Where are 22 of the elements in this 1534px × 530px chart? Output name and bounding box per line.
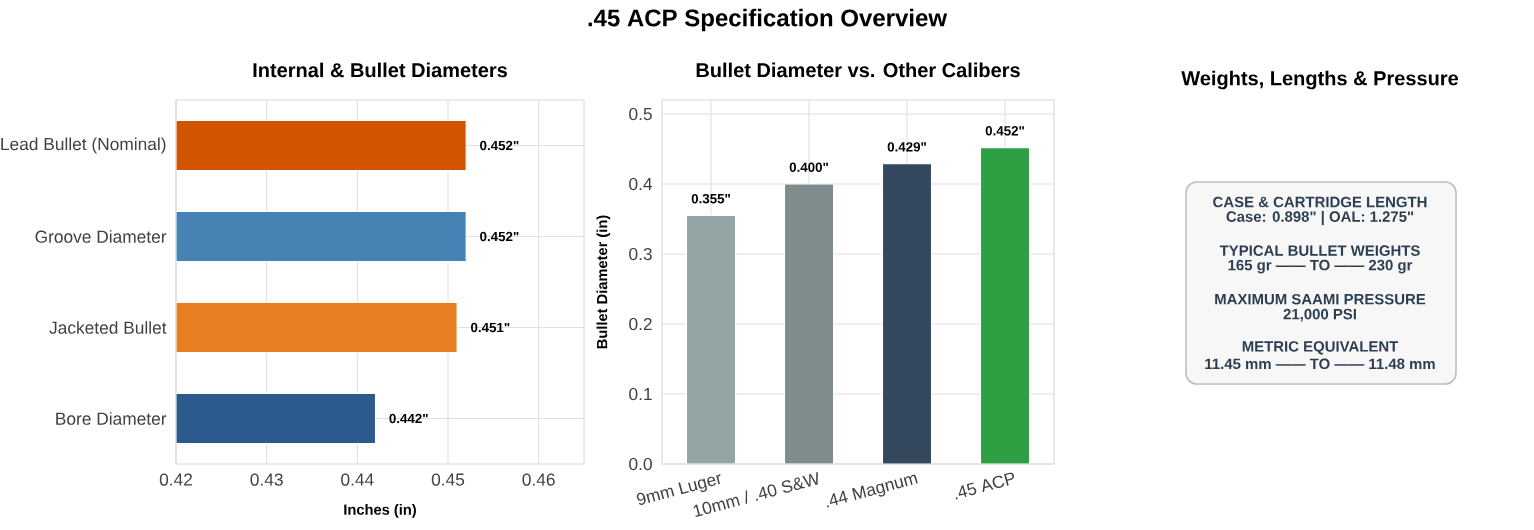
- y-tick-label: 0.4: [629, 177, 653, 191]
- x-tick-label: 0.44: [341, 473, 374, 486]
- y-tick-label: Groove Diameter: [35, 230, 167, 243]
- x-tick-label: 0.43: [250, 473, 283, 486]
- x-tick-label: 0.45: [431, 473, 465, 486]
- x-tick-label: 0.42: [159, 473, 192, 486]
- y-tick-label: Bore Diameter: [56, 412, 167, 425]
- x-tick-label: .44 Magnum: [826, 474, 918, 508]
- y-tick-label: Lead Bullet (Nominal): [1, 137, 166, 154]
- chart-title: Bullet Diameter vs. Other Calibers: [696, 62, 1020, 78]
- y-tick-label: 0.0: [629, 457, 652, 471]
- x-tick-label: 0.46: [522, 473, 555, 486]
- y-tick-label: 0.1: [629, 387, 652, 401]
- y-tick-label: 0.2: [629, 317, 652, 331]
- y-tick-label: Jacketed Bullet: [49, 321, 167, 334]
- chart-title: Internal & Bullet Diameters: [253, 62, 507, 78]
- text: .45 ACP Specification Overview: [588, 8, 948, 32]
- y-tick-label: 0.5: [629, 107, 652, 121]
- y-tick-label: 0.3: [629, 247, 652, 261]
- bar: [685, 214, 737, 464]
- x-tick-label: .45 ACP: [955, 472, 1014, 500]
- text: Weights, Lengths & Pressure: [1181, 70, 1459, 90]
